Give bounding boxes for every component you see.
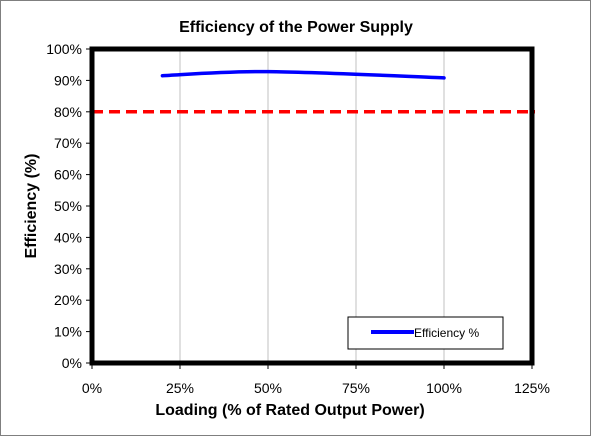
legend-box <box>347 316 504 350</box>
y-tick-label-2: 20% <box>54 292 82 308</box>
plot-area-border <box>89 46 535 366</box>
y-tick-label-6: 60% <box>54 167 82 183</box>
x-tick-label-1: 25% <box>166 380 194 396</box>
y-tick-label-8: 80% <box>54 104 82 120</box>
chart-title: Efficiency of the Power Supply <box>179 19 413 36</box>
y-tick-label-1: 10% <box>54 324 82 340</box>
grid-lines <box>179 49 445 363</box>
y-tick-label-0: 0% <box>62 355 82 371</box>
y-tick-label-3: 30% <box>54 261 82 277</box>
x-tick-label-5: 125% <box>514 380 550 396</box>
x-tick-label-4: 100% <box>426 380 462 396</box>
series-line-0 <box>160 69 446 80</box>
y-tick-label-9: 90% <box>54 72 82 88</box>
legend: Efficiency % <box>347 316 504 350</box>
x-tick-label-2: 50% <box>254 380 282 396</box>
x-tick-label-3: 75% <box>342 380 370 396</box>
x-axis-ticks: 0% 25% 50% 75% 100% 125% <box>82 363 550 396</box>
legend-label-efficiency: Efficiency % <box>414 326 479 340</box>
y-tick-label-4: 40% <box>54 229 82 245</box>
y-axis-label: Efficiency (%) <box>23 154 40 259</box>
x-tick-label-0: 0% <box>82 380 102 396</box>
y-tick-label-10: 100% <box>46 41 82 57</box>
series-lines <box>160 69 446 80</box>
y-tick-label-5: 50% <box>54 198 82 214</box>
y-axis-ticks: 0% 10% 20% 30% 40% 50% 60% 70% 80% 90% 100% <box>46 41 92 371</box>
y-tick-label-7: 70% <box>54 135 82 151</box>
x-axis-label: Loading (% of Rated Output Power) <box>155 402 424 419</box>
